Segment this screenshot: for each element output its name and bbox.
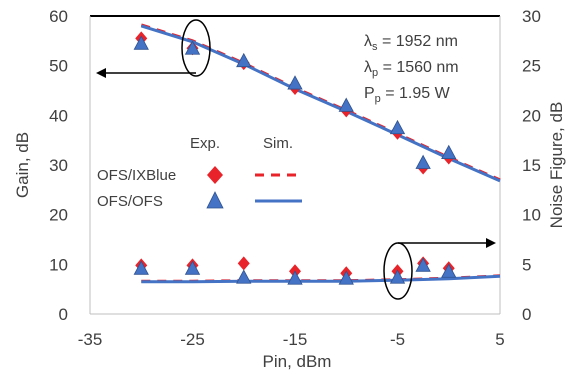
- y-right-tick-label: 25: [522, 57, 541, 76]
- gain-exp-triangle-marker: [441, 144, 457, 159]
- gain-exp-triangle-marker: [287, 75, 303, 90]
- x-tick-label: 5: [495, 330, 504, 349]
- legend-label-ofs-ofs: OFS/OFS: [97, 193, 163, 210]
- nf-exp-triangle-marker: [236, 269, 252, 284]
- legend-label-ofs-ixblue: OFS/IXBlue: [97, 167, 176, 184]
- parameter-annotation: λs = 1952 nm λp = 1560 nm Pp = 1.95 W: [364, 33, 459, 105]
- y-right-axis-label: Noise Figure, dB: [547, 102, 566, 229]
- gain-exp-triangle-marker: [415, 154, 431, 169]
- nf-exp-diamond-marker: [237, 256, 250, 271]
- param-line-2: λp = 1560 nm: [364, 59, 459, 79]
- gain-sim-line-ofs: [140, 24, 501, 183]
- y-left-tick-label: 10: [49, 255, 68, 274]
- y-right-tick-labels: 0 5 10 15 20 25 30: [522, 7, 541, 324]
- nf-exp-triangle-marker: [338, 270, 354, 285]
- param-line-3: Pp = 1.95 W: [364, 85, 451, 105]
- x-tick-label: -15: [283, 330, 308, 349]
- x-tick-label: -5: [390, 330, 405, 349]
- legend-header-exp: Exp.: [190, 135, 220, 152]
- y-right-tick-label: 0: [522, 305, 531, 324]
- y-left-tick-labels: 0 10 20 30 40 50 60: [49, 7, 68, 324]
- y-right-tick-label: 5: [522, 255, 531, 274]
- y-left-tick-label: 50: [49, 57, 68, 76]
- nf-exp-triangle-marker: [133, 260, 149, 275]
- gain-curve-group-ellipse: [181, 19, 211, 77]
- y-right-tick-label: 20: [522, 106, 541, 125]
- x-tick-labels: -35 -25 -15 -5 5: [78, 330, 505, 349]
- gain-exp-triangle-marker: [184, 40, 201, 55]
- nf-exp-triangle-marker: [415, 257, 431, 272]
- nf-sim-line-ofs: [141, 274, 501, 284]
- legend: Exp. Sim. OFS/IXBlue OFS/OFS: [97, 135, 302, 210]
- gain-exp-triangle-marker: [338, 97, 354, 112]
- y-right-tick-label: 30: [522, 7, 541, 26]
- y-right-tick-label: 10: [522, 206, 541, 225]
- nf-exp-triangle-marker: [389, 269, 406, 284]
- y-left-tick-label: 20: [49, 206, 68, 225]
- y-left-tick-label: 40: [49, 106, 68, 125]
- y-right-tick-label: 15: [522, 156, 541, 175]
- simulation-lines: [140, 23, 501, 284]
- y-left-tick-label: 60: [49, 7, 68, 26]
- legend-header-sim: Sim.: [263, 135, 293, 152]
- experimental-markers: [133, 31, 457, 285]
- param-line-1: λs = 1952 nm: [364, 33, 458, 53]
- y-left-tick-label: 0: [59, 305, 68, 324]
- nf-exp-triangle-marker: [184, 260, 201, 275]
- gain-exp-triangle-marker: [389, 119, 406, 135]
- x-tick-label: -35: [78, 330, 103, 349]
- gain-exp-triangle-marker: [236, 52, 252, 68]
- x-tick-label: -25: [180, 330, 205, 349]
- y-left-axis-label: Gain, dB: [13, 132, 32, 198]
- x-axis-label: Pin, dBm: [263, 352, 332, 371]
- legend-triangle-marker: [206, 191, 224, 209]
- gain-exp-triangle-marker: [133, 35, 149, 50]
- y-left-tick-label: 30: [49, 156, 68, 175]
- legend-diamond-marker: [207, 166, 223, 184]
- nf-exp-triangle-marker: [287, 270, 303, 285]
- nf-exp-triangle-marker: [441, 263, 457, 278]
